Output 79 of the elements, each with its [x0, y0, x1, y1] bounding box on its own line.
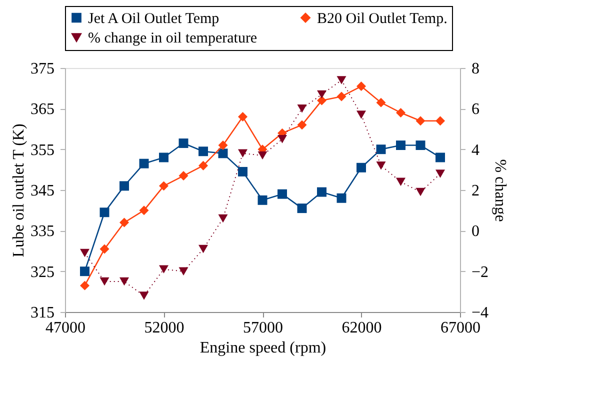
point: [198, 160, 208, 170]
y-tick-label: 345: [30, 182, 54, 200]
point: [100, 277, 110, 286]
point: [416, 116, 426, 126]
point: [139, 158, 149, 168]
point: [178, 138, 188, 148]
point: [100, 208, 110, 218]
point: [258, 151, 268, 160]
point: [100, 244, 110, 254]
y2-tick-label: 4: [472, 142, 480, 159]
point: [198, 146, 208, 156]
y2-tick-label: −2: [472, 264, 489, 281]
point: [416, 140, 426, 150]
y2-tick-label: 0: [472, 223, 480, 240]
point: [396, 178, 406, 186]
point: [120, 218, 129, 228]
point: [317, 90, 326, 99]
legend-label: Jet A Oil Outlet Temp: [88, 10, 220, 27]
legend-label: % change in oil temperature: [88, 30, 258, 46]
point: [139, 292, 149, 300]
y2-tick-label: 6: [472, 101, 480, 118]
y-tick-label: 335: [30, 223, 54, 240]
point: [218, 140, 228, 150]
point: [317, 187, 326, 197]
point: [436, 152, 445, 162]
point: [297, 104, 307, 113]
point: [238, 149, 248, 158]
point: [159, 265, 168, 274]
point: [436, 116, 445, 126]
point: [238, 112, 248, 122]
x-tick-label: 57000: [243, 320, 283, 336]
point: [297, 120, 307, 130]
point: [178, 267, 188, 276]
y2-tick-label: −4: [472, 304, 489, 322]
y2-axis-title: % change: [492, 159, 509, 222]
x-tick-label: 47000: [46, 320, 86, 336]
point: [120, 277, 129, 286]
point: [336, 92, 346, 102]
point: [278, 135, 287, 144]
point: [178, 171, 188, 181]
point: [376, 144, 386, 154]
point: [198, 244, 208, 254]
y-tick-label: 325: [30, 264, 54, 281]
x-tick-label: 62000: [342, 320, 382, 336]
point: [376, 161, 386, 170]
y-tick-label: 365: [30, 101, 54, 118]
point: [356, 162, 366, 172]
point: [258, 195, 268, 205]
point: [120, 181, 129, 191]
point: [396, 140, 406, 150]
y-tick-label: 375: [30, 60, 54, 78]
y2-tick-label: 8: [472, 60, 480, 78]
point: [317, 96, 326, 106]
point: [376, 98, 386, 108]
point: [396, 108, 406, 118]
point: [80, 266, 90, 276]
point: [80, 248, 90, 258]
point: [336, 76, 346, 84]
point: [356, 82, 366, 92]
x-axis-title: Engine speed (rpm): [200, 340, 326, 356]
legend-label: B20 Oil Outlet Temp.: [317, 10, 448, 27]
point: [218, 214, 228, 223]
y2-tick-label: 2: [472, 182, 480, 200]
point: [238, 166, 248, 176]
point: [80, 280, 90, 290]
point: [297, 204, 307, 214]
point: [278, 189, 287, 199]
point: [356, 110, 366, 119]
y-tick-label: 355: [30, 142, 54, 159]
y-axis-title: Lube oil outlet T (K): [10, 124, 28, 258]
x-tick-label: 52000: [144, 320, 184, 336]
point: [336, 193, 346, 203]
point: [416, 188, 426, 196]
point: [139, 206, 149, 216]
point: [159, 181, 168, 191]
point: [436, 170, 445, 178]
point: [159, 152, 168, 162]
y-tick-label: 315: [30, 304, 54, 322]
x-tick-label: 67000: [440, 320, 480, 336]
